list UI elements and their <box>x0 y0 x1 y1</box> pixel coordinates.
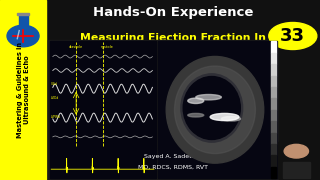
Bar <box>271 64 276 76</box>
Text: Measuring Ejection Fraction In: Measuring Ejection Fraction In <box>80 33 266 43</box>
Text: (Teichholz): (Teichholz) <box>140 69 206 79</box>
Bar <box>271 87 276 98</box>
Ellipse shape <box>183 76 240 140</box>
Bar <box>158 41 277 178</box>
Ellipse shape <box>181 74 243 142</box>
Ellipse shape <box>210 113 239 121</box>
Ellipse shape <box>7 25 39 47</box>
Text: Parasternal: -2-D & M-Mode: Parasternal: -2-D & M-Mode <box>87 51 258 61</box>
Bar <box>271 121 276 133</box>
Bar <box>271 110 276 121</box>
Text: Hands-On Experience: Hands-On Experience <box>92 6 253 19</box>
Ellipse shape <box>196 94 221 100</box>
Bar <box>271 133 276 144</box>
Text: LVIDd: LVIDd <box>51 96 60 100</box>
Ellipse shape <box>221 117 241 121</box>
Bar <box>271 53 276 64</box>
Ellipse shape <box>188 113 204 117</box>
Bar <box>271 98 276 110</box>
Circle shape <box>269 22 317 50</box>
Bar <box>0 0 46 180</box>
Bar <box>50 40 156 148</box>
Text: MD, RDCS, RDMS, RVT: MD, RDCS, RDMS, RVT <box>138 165 208 170</box>
Text: 442: 442 <box>12 162 34 172</box>
Bar <box>283 162 310 178</box>
Ellipse shape <box>174 66 255 154</box>
Text: 33: 33 <box>280 27 305 45</box>
Text: LVPWd: LVPWd <box>51 115 61 119</box>
Bar <box>271 41 276 53</box>
Text: IVSd: IVSd <box>51 82 58 86</box>
Bar <box>271 144 276 155</box>
Bar <box>19 14 28 25</box>
Text: Mastering & Guidelines in
Ultrasound & Echo: Mastering & Guidelines in Ultrasound & E… <box>17 42 29 138</box>
Bar <box>50 148 156 178</box>
Bar <box>271 76 276 87</box>
Text: Sayed A. Sadetian: Sayed A. Sadetian <box>144 154 201 159</box>
Bar <box>278 142 315 178</box>
Circle shape <box>284 144 308 158</box>
Text: systole: systole <box>100 45 113 49</box>
Ellipse shape <box>166 57 264 163</box>
Ellipse shape <box>188 98 204 104</box>
Text: diastole: diastole <box>69 45 83 49</box>
Bar <box>48 40 278 180</box>
Bar <box>271 155 276 167</box>
Bar <box>271 167 276 178</box>
Bar <box>17 13 29 15</box>
